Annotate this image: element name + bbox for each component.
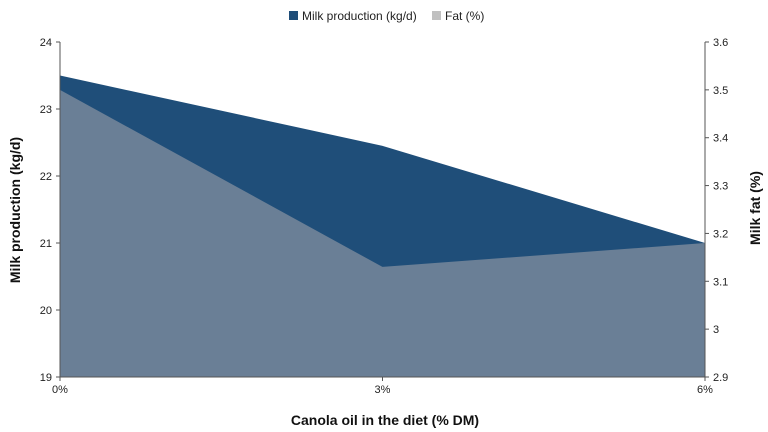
area-fat [60, 89, 705, 378]
y2-tick-label: 2.9 [713, 372, 728, 384]
y2-tick-label: 3.6 [713, 37, 728, 49]
left-y-ticks: 19 20 21 22 23 24 [40, 37, 60, 384]
legend-swatch-fat [432, 11, 441, 20]
y2-tick-label: 3.4 [713, 133, 728, 145]
x-axis-title: Canola oil in the diet (% DM) [291, 412, 479, 428]
x-tick-label: 0% [52, 384, 68, 396]
x-tick-label: 6% [697, 384, 713, 396]
y2-tick-label: 3 [713, 324, 719, 336]
y2-tick-label: 3.1 [713, 276, 728, 288]
y2-tick-label: 3.2 [713, 228, 728, 240]
y2-axis-title: Milk fat (%) [747, 171, 763, 245]
y2-tick-label: 3.5 [713, 85, 728, 97]
right-y-ticks: 2.9 3 3.1 3.2 3.3 3.4 3.5 3.6 [705, 37, 728, 384]
y-axis-title: Milk production (kg/d) [7, 137, 23, 283]
y-tick-label: 24 [40, 37, 52, 49]
plot-area [60, 75, 705, 378]
y-tick-label: 23 [40, 104, 52, 116]
x-ticks: 0% 3% 6% [52, 377, 713, 396]
legend: Milk production (kg/d) Fat (%) [289, 9, 484, 23]
y-tick-label: 22 [40, 171, 52, 183]
legend-swatch-milk [289, 11, 298, 20]
legend-label-milk: Milk production (kg/d) [302, 9, 417, 23]
y-tick-label: 21 [40, 238, 52, 250]
y2-tick-label: 3.3 [713, 181, 728, 193]
legend-label-fat: Fat (%) [445, 9, 484, 23]
y-tick-label: 20 [40, 305, 52, 317]
x-tick-label: 3% [375, 384, 391, 396]
y-tick-label: 19 [40, 372, 52, 384]
